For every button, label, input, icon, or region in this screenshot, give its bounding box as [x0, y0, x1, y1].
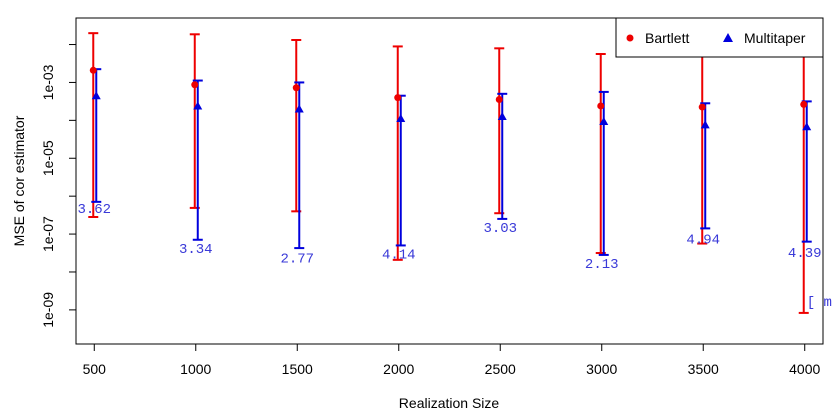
point-multitaper — [396, 113, 406, 122]
y-tick-label: 1e-03 — [40, 64, 56, 100]
x-tick-label: 3000 — [586, 361, 617, 377]
x-tick-label: 1500 — [282, 361, 313, 377]
point-bartlett — [698, 103, 706, 111]
point-bartlett — [800, 100, 808, 108]
y-tick-label: 1e-05 — [40, 140, 56, 176]
y-axis-label: MSE of cor estimator — [11, 115, 27, 246]
legend: Bartlett Multitaper — [615, 17, 824, 58]
ratio-label: 4.14 — [382, 248, 416, 264]
x-axis: 500 1000 1500 2000 2500 3000 3500 4000 — [83, 344, 821, 377]
data-points — [89, 66, 812, 131]
legend-box — [615, 17, 824, 58]
legend-multitaper-label: Multitaper — [744, 30, 806, 46]
point-multitaper — [91, 91, 101, 100]
point-multitaper — [599, 116, 609, 125]
ratio-label: 2.77 — [280, 252, 314, 268]
ratio-label: 4.39 — [788, 246, 822, 262]
ratio-annotations: 3.62 3.34 2.77 4.14 3.03 2.13 4.94 4.39 [ m — [77, 202, 831, 311]
point-bartlett — [292, 84, 300, 92]
x-tick-label: 2500 — [485, 361, 516, 377]
x-tick-label: 3500 — [688, 361, 719, 377]
point-multitaper — [294, 104, 304, 113]
point-multitaper — [497, 112, 507, 121]
point-bartlett — [89, 66, 97, 74]
point-bartlett — [597, 102, 605, 110]
ratio-label: [ m — [807, 295, 832, 311]
legend-multitaper-marker — [723, 33, 733, 42]
ratio-label: 3.03 — [483, 221, 517, 237]
x-tick-label: 500 — [83, 361, 107, 377]
point-bartlett — [394, 94, 402, 102]
x-tick-label: 2000 — [383, 361, 414, 377]
x-tick-label: 1000 — [180, 361, 211, 377]
point-multitaper — [700, 120, 710, 129]
ratio-label: 3.34 — [179, 242, 213, 258]
ratio-label: 3.62 — [77, 202, 111, 218]
point-multitaper — [802, 122, 812, 131]
y-axis: 1e-09 1e-07 1e-05 1e-03 — [40, 44, 76, 328]
x-axis-label: Realization Size — [399, 395, 500, 411]
point-multitaper — [193, 101, 203, 110]
error-bars — [88, 32, 812, 314]
point-bartlett — [495, 96, 503, 103]
x-tick-label: 4000 — [789, 361, 820, 377]
legend-bartlett-marker — [626, 34, 634, 42]
plot-frame — [75, 17, 824, 345]
ratio-label: 2.13 — [585, 257, 619, 273]
y-tick-label: 1e-09 — [40, 292, 56, 328]
point-bartlett — [191, 81, 199, 89]
legend-bartlett-label: Bartlett — [645, 30, 689, 46]
ratio-label: 4.94 — [686, 233, 720, 249]
y-tick-label: 1e-07 — [40, 216, 56, 252]
